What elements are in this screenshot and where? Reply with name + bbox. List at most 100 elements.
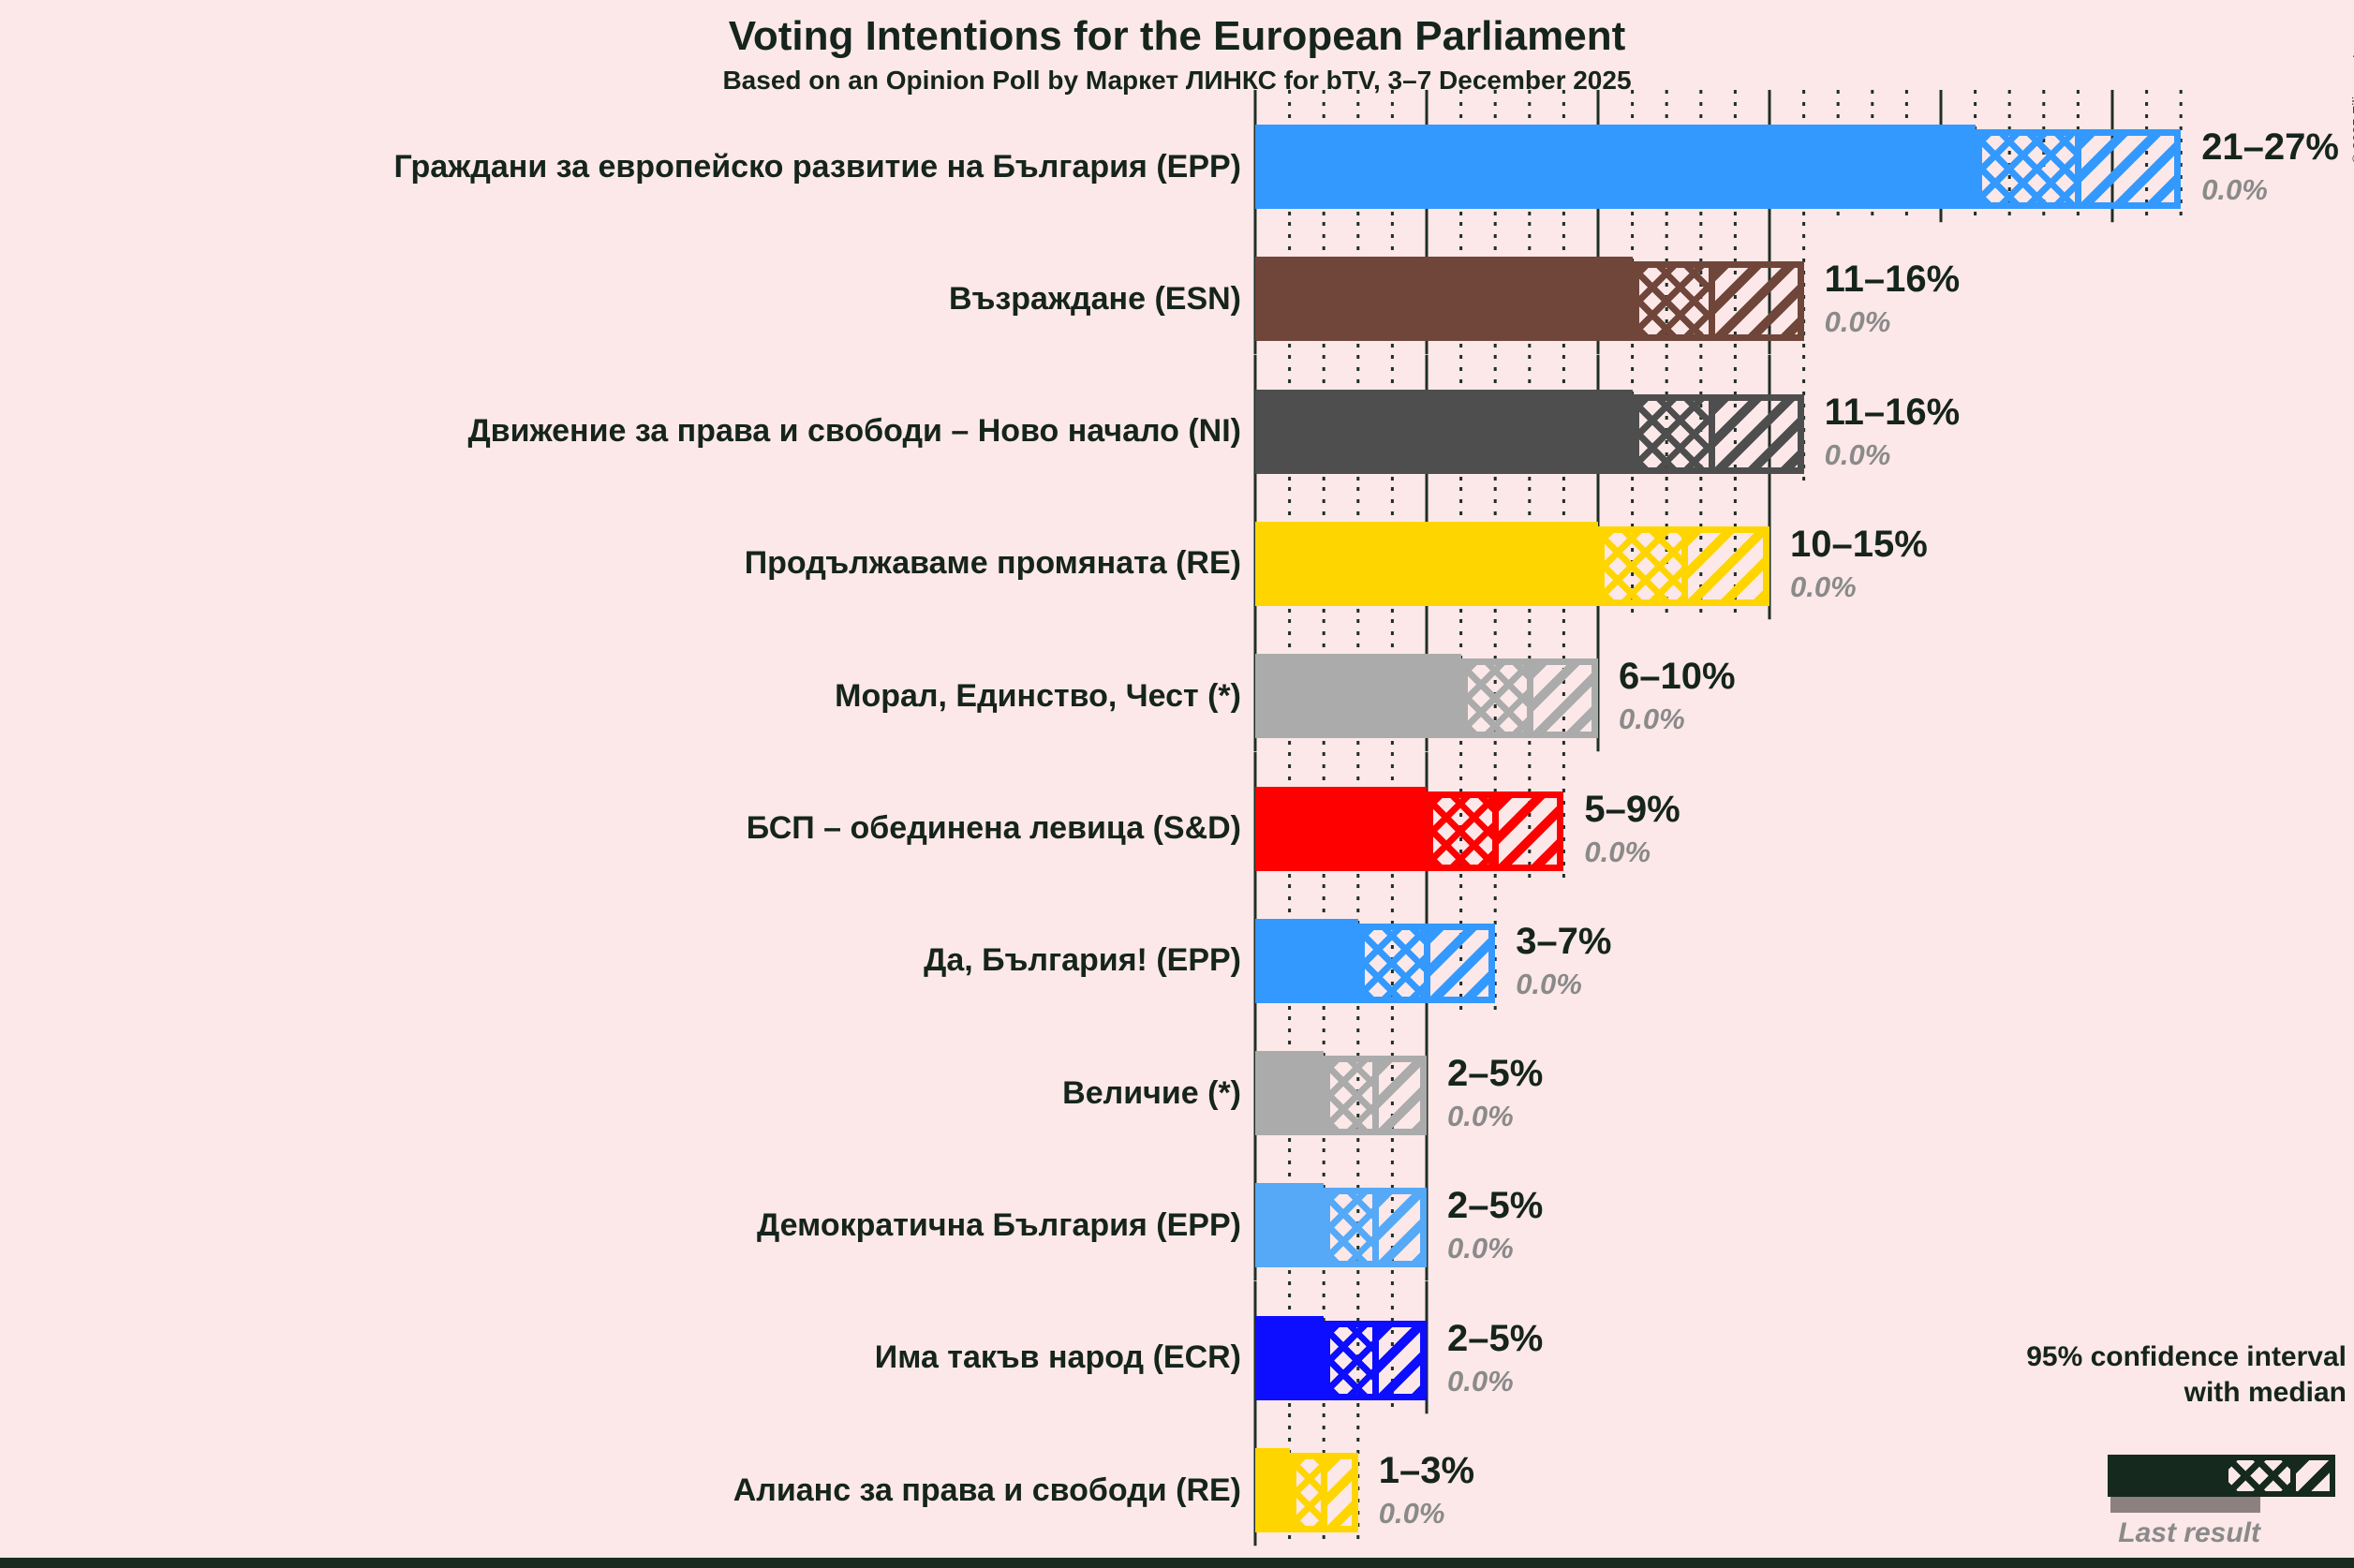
bar-ci-diagonal — [1714, 400, 1798, 467]
bar-solid-section — [1255, 786, 1427, 871]
party-label: Алианс за права и свободи (RE) — [733, 1472, 1241, 1508]
bar-median-divider — [2075, 136, 2082, 202]
bar-confidence-box — [1324, 1056, 1427, 1136]
bar-ci-crosshatch — [1330, 1326, 1373, 1394]
chart-row: Величие (*) 2–5% 0.0% — [0, 1016, 2354, 1149]
bar-ci-crosshatch — [1467, 665, 1527, 732]
legend-crosshatch-section — [2228, 1460, 2290, 1491]
bar-ci-diagonal — [1687, 532, 1763, 599]
bar-ci-crosshatch — [1295, 1459, 1322, 1526]
value-label: 5–9% — [1584, 788, 1680, 830]
bar-ci-diagonal — [1429, 929, 1489, 997]
last-result-label: 0.0% — [1790, 570, 1857, 603]
bar-confidence-box — [1427, 791, 1564, 871]
bar-solid-section — [1255, 654, 1461, 739]
bar-solid-section — [1255, 918, 1358, 1003]
bar-confidence-box — [1632, 393, 1804, 474]
bar-ci-crosshatch — [1638, 400, 1709, 467]
chart-title: Voting Intentions for the European Parli… — [728, 13, 1626, 59]
legend-last-result-label: Last result — [2118, 1517, 2260, 1548]
bar-median-divider — [1321, 1459, 1328, 1526]
value-label: 1–3% — [1378, 1450, 1475, 1491]
bar-solid-section — [1255, 521, 1598, 606]
chart-row: Има такъв народ (ECR) 2–5% 0.0% — [0, 1280, 2354, 1413]
legend-median-divider — [2290, 1460, 2296, 1491]
value-label: 11–16% — [1824, 259, 1961, 301]
bar-confidence-box — [1357, 923, 1496, 1003]
party-label: Продължаваме промяната (RE) — [744, 545, 1241, 582]
last-result-label: 0.0% — [1447, 1364, 1514, 1398]
bar-ci-crosshatch — [1433, 797, 1493, 865]
bar-confidence-box — [1598, 525, 1769, 606]
bar-median-divider — [1526, 665, 1533, 732]
legend-confidence-bar — [2108, 1455, 2335, 1497]
bar-median-divider — [1372, 1062, 1380, 1130]
legend-diagonal-section — [2296, 1460, 2330, 1491]
bar-solid-section — [1255, 125, 1976, 209]
bar-median-divider — [1372, 1194, 1380, 1262]
bar-ci-crosshatch — [1981, 136, 2076, 202]
party-label: Граждани за европейско развитие на Бълга… — [393, 148, 1241, 185]
last-result-label: 0.0% — [1378, 1497, 1445, 1530]
party-label: Демократична България (EPP) — [757, 1206, 1241, 1243]
bar-confidence-box — [1460, 658, 1598, 739]
bar-confidence-box — [1324, 1320, 1427, 1400]
value-label: 2–5% — [1447, 1185, 1544, 1227]
bar-ci-diagonal — [1379, 1326, 1420, 1394]
bar-ci-diagonal — [2081, 136, 2175, 202]
chart-subtitle: Based on an Opinion Poll by Маркет ЛИНКС… — [722, 66, 1632, 95]
bar-ci-diagonal — [1327, 1459, 1352, 1526]
bar-solid-section — [1255, 1315, 1325, 1400]
bar-solid-section — [1255, 1183, 1325, 1268]
bar-confidence-box — [1975, 129, 2182, 209]
legend-line-2: with median — [2184, 1377, 2347, 1408]
bar-ci-crosshatch — [1330, 1062, 1373, 1130]
bar-ci-crosshatch — [1330, 1194, 1373, 1262]
bar-median-divider — [1708, 400, 1715, 467]
legend-last-result-bar — [2110, 1497, 2260, 1513]
last-result-label: 0.0% — [1824, 437, 1891, 471]
bar-ci-diagonal — [1499, 797, 1558, 865]
bar-median-divider — [1492, 797, 1500, 865]
bar-median-divider — [1423, 929, 1430, 997]
last-result-label: 0.0% — [1584, 835, 1651, 868]
bar-solid-section — [1255, 257, 1633, 342]
bar-ci-diagonal — [1532, 665, 1592, 732]
party-label: Има такъв народ (ECR) — [874, 1339, 1241, 1376]
party-label: Възраждане (ESN) — [949, 280, 1241, 317]
bar-solid-section — [1255, 1448, 1290, 1532]
chart-row: Движение за права и свободи – Ново начал… — [0, 354, 2354, 487]
last-result-label: 0.0% — [1824, 305, 1891, 339]
bar-confidence-box — [1632, 261, 1804, 342]
legend-solid-section — [2108, 1455, 2223, 1497]
last-result-label: 0.0% — [1516, 967, 1582, 1000]
chart-row: Алианс за права и свободи (RE) 1–3% 0.0% — [0, 1413, 2354, 1546]
last-result-label: 0.0% — [1619, 703, 1685, 736]
chart-row: Морал, Единство, Чест (*) 6–10% 0.0% — [0, 619, 2354, 752]
bar-median-divider — [1372, 1326, 1380, 1394]
chart-row: Да, България! (EPP) 3–7% 0.0% — [0, 883, 2354, 1017]
value-label: 11–16% — [1824, 391, 1961, 433]
value-label: 2–5% — [1447, 1317, 1544, 1359]
legend-ci-box — [2223, 1455, 2335, 1497]
party-label: Да, България! (EPP) — [924, 942, 1241, 979]
chart-row: Продължаваме промяната (RE) 10–15% 0.0% — [0, 486, 2354, 620]
value-label: 6–10% — [1619, 656, 1736, 698]
bar-median-divider — [1708, 268, 1715, 335]
value-label: 3–7% — [1516, 920, 1612, 962]
bar-confidence-box — [1289, 1453, 1358, 1532]
bar-confidence-box — [1324, 1188, 1427, 1268]
bar-solid-section — [1255, 389, 1633, 474]
party-label: БСП – обединена левица (S&D) — [746, 810, 1241, 846]
bar-median-divider — [1680, 532, 1688, 599]
chart-row: Възраждане (ESN) 11–16% 0.0% — [0, 222, 2354, 355]
chart-row: Демократична България (EPP) 2–5% 0.0% — [0, 1148, 2354, 1281]
chart-row: БСП – обединена левица (S&D) 5–9% 0.0% — [0, 751, 2354, 884]
bar-ci-diagonal — [1379, 1194, 1420, 1262]
value-label: 21–27% — [2201, 126, 2339, 168]
last-result-label: 0.0% — [1447, 1232, 1514, 1265]
chart-row: Граждани за европейско развитие на Бълга… — [0, 90, 2354, 223]
last-result-label: 0.0% — [2201, 173, 2268, 206]
